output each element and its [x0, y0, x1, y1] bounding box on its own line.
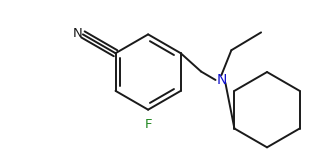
Text: N: N [216, 73, 227, 87]
Text: N: N [73, 27, 83, 40]
Text: F: F [144, 118, 152, 131]
